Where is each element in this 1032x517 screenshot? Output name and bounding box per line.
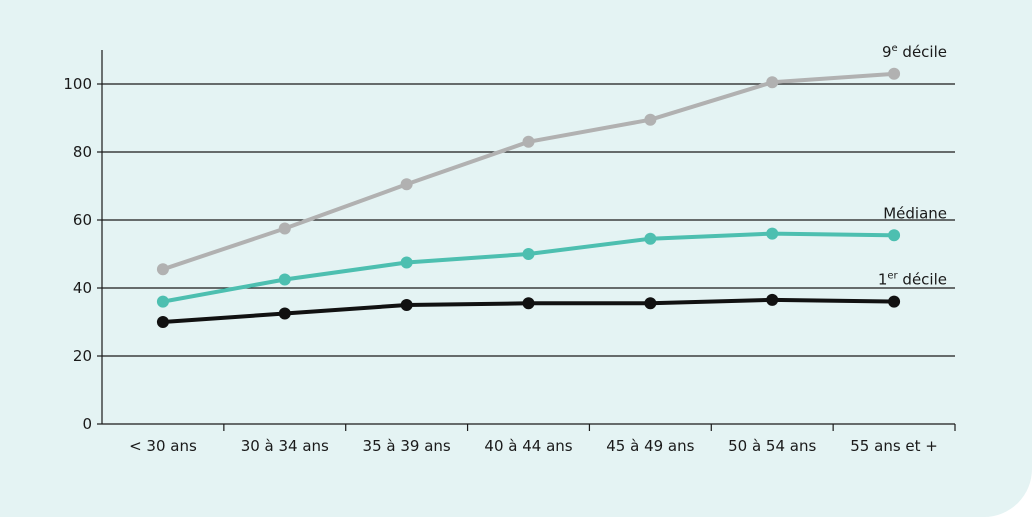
data-point [400,178,413,191]
data-point [278,307,291,320]
x-tick-label: 55 ans et + [850,437,938,455]
x-tick-label: 30 à 34 ans [241,437,329,455]
data-point [766,227,779,240]
x-tick-label: 40 à 44 ans [484,437,572,455]
data-point [888,67,901,80]
data-point [766,76,779,89]
data-point [400,256,413,269]
y-tick-label: 80 [73,143,92,161]
x-tick-label: < 30 ans [129,437,197,455]
data-point [156,263,169,276]
data-point [766,293,779,306]
series-label-superscript: er [887,271,898,282]
data-point [888,295,901,308]
series-label-rest: décile [898,271,947,289]
series-label: 9e décile [882,43,947,61]
data-point [644,297,657,310]
x-tick-label: 45 à 49 ans [606,437,694,455]
series-label-main: 1 [878,271,888,289]
data-point [400,299,413,311]
data-point [156,316,169,328]
x-tick-labels: < 30 ans 30 à 34 ans 35 à 39 ans 40 à 44 an… [129,437,938,455]
series-line-1 [160,231,897,304]
y-tick-labels: 0 20 40 60 80 100 [63,75,92,433]
data-point [156,295,169,308]
gridlines [102,83,955,357]
data-point [644,232,657,245]
series-label-superscript: e [892,43,898,54]
series-label: 1er décile [878,271,947,289]
series-label-rest: décile [898,43,947,61]
data-point [278,273,291,286]
series-label-main: Médiane [883,204,947,222]
y-tick-label: 100 [63,75,92,93]
series-label-main: 9 [882,43,892,61]
y-tick-label: 40 [73,279,92,297]
y-tick-label: 60 [73,211,92,229]
data-point [644,113,657,126]
data-point [522,135,535,148]
series-line-0 [160,71,897,272]
y-tick-label: 20 [73,347,92,365]
x-tick-label: 35 à 39 ans [363,437,451,455]
series-group [156,67,901,328]
data-point [888,229,901,242]
data-point [522,297,535,310]
axes [97,50,956,431]
series-labels: 9e décile Médiane 1er décile [878,43,947,289]
y-tick-label: 0 [82,415,92,433]
x-tick-label: 50 à 54 ans [728,437,816,455]
data-point [522,248,535,260]
series-label: Médiane [883,204,947,222]
data-point [278,222,291,235]
